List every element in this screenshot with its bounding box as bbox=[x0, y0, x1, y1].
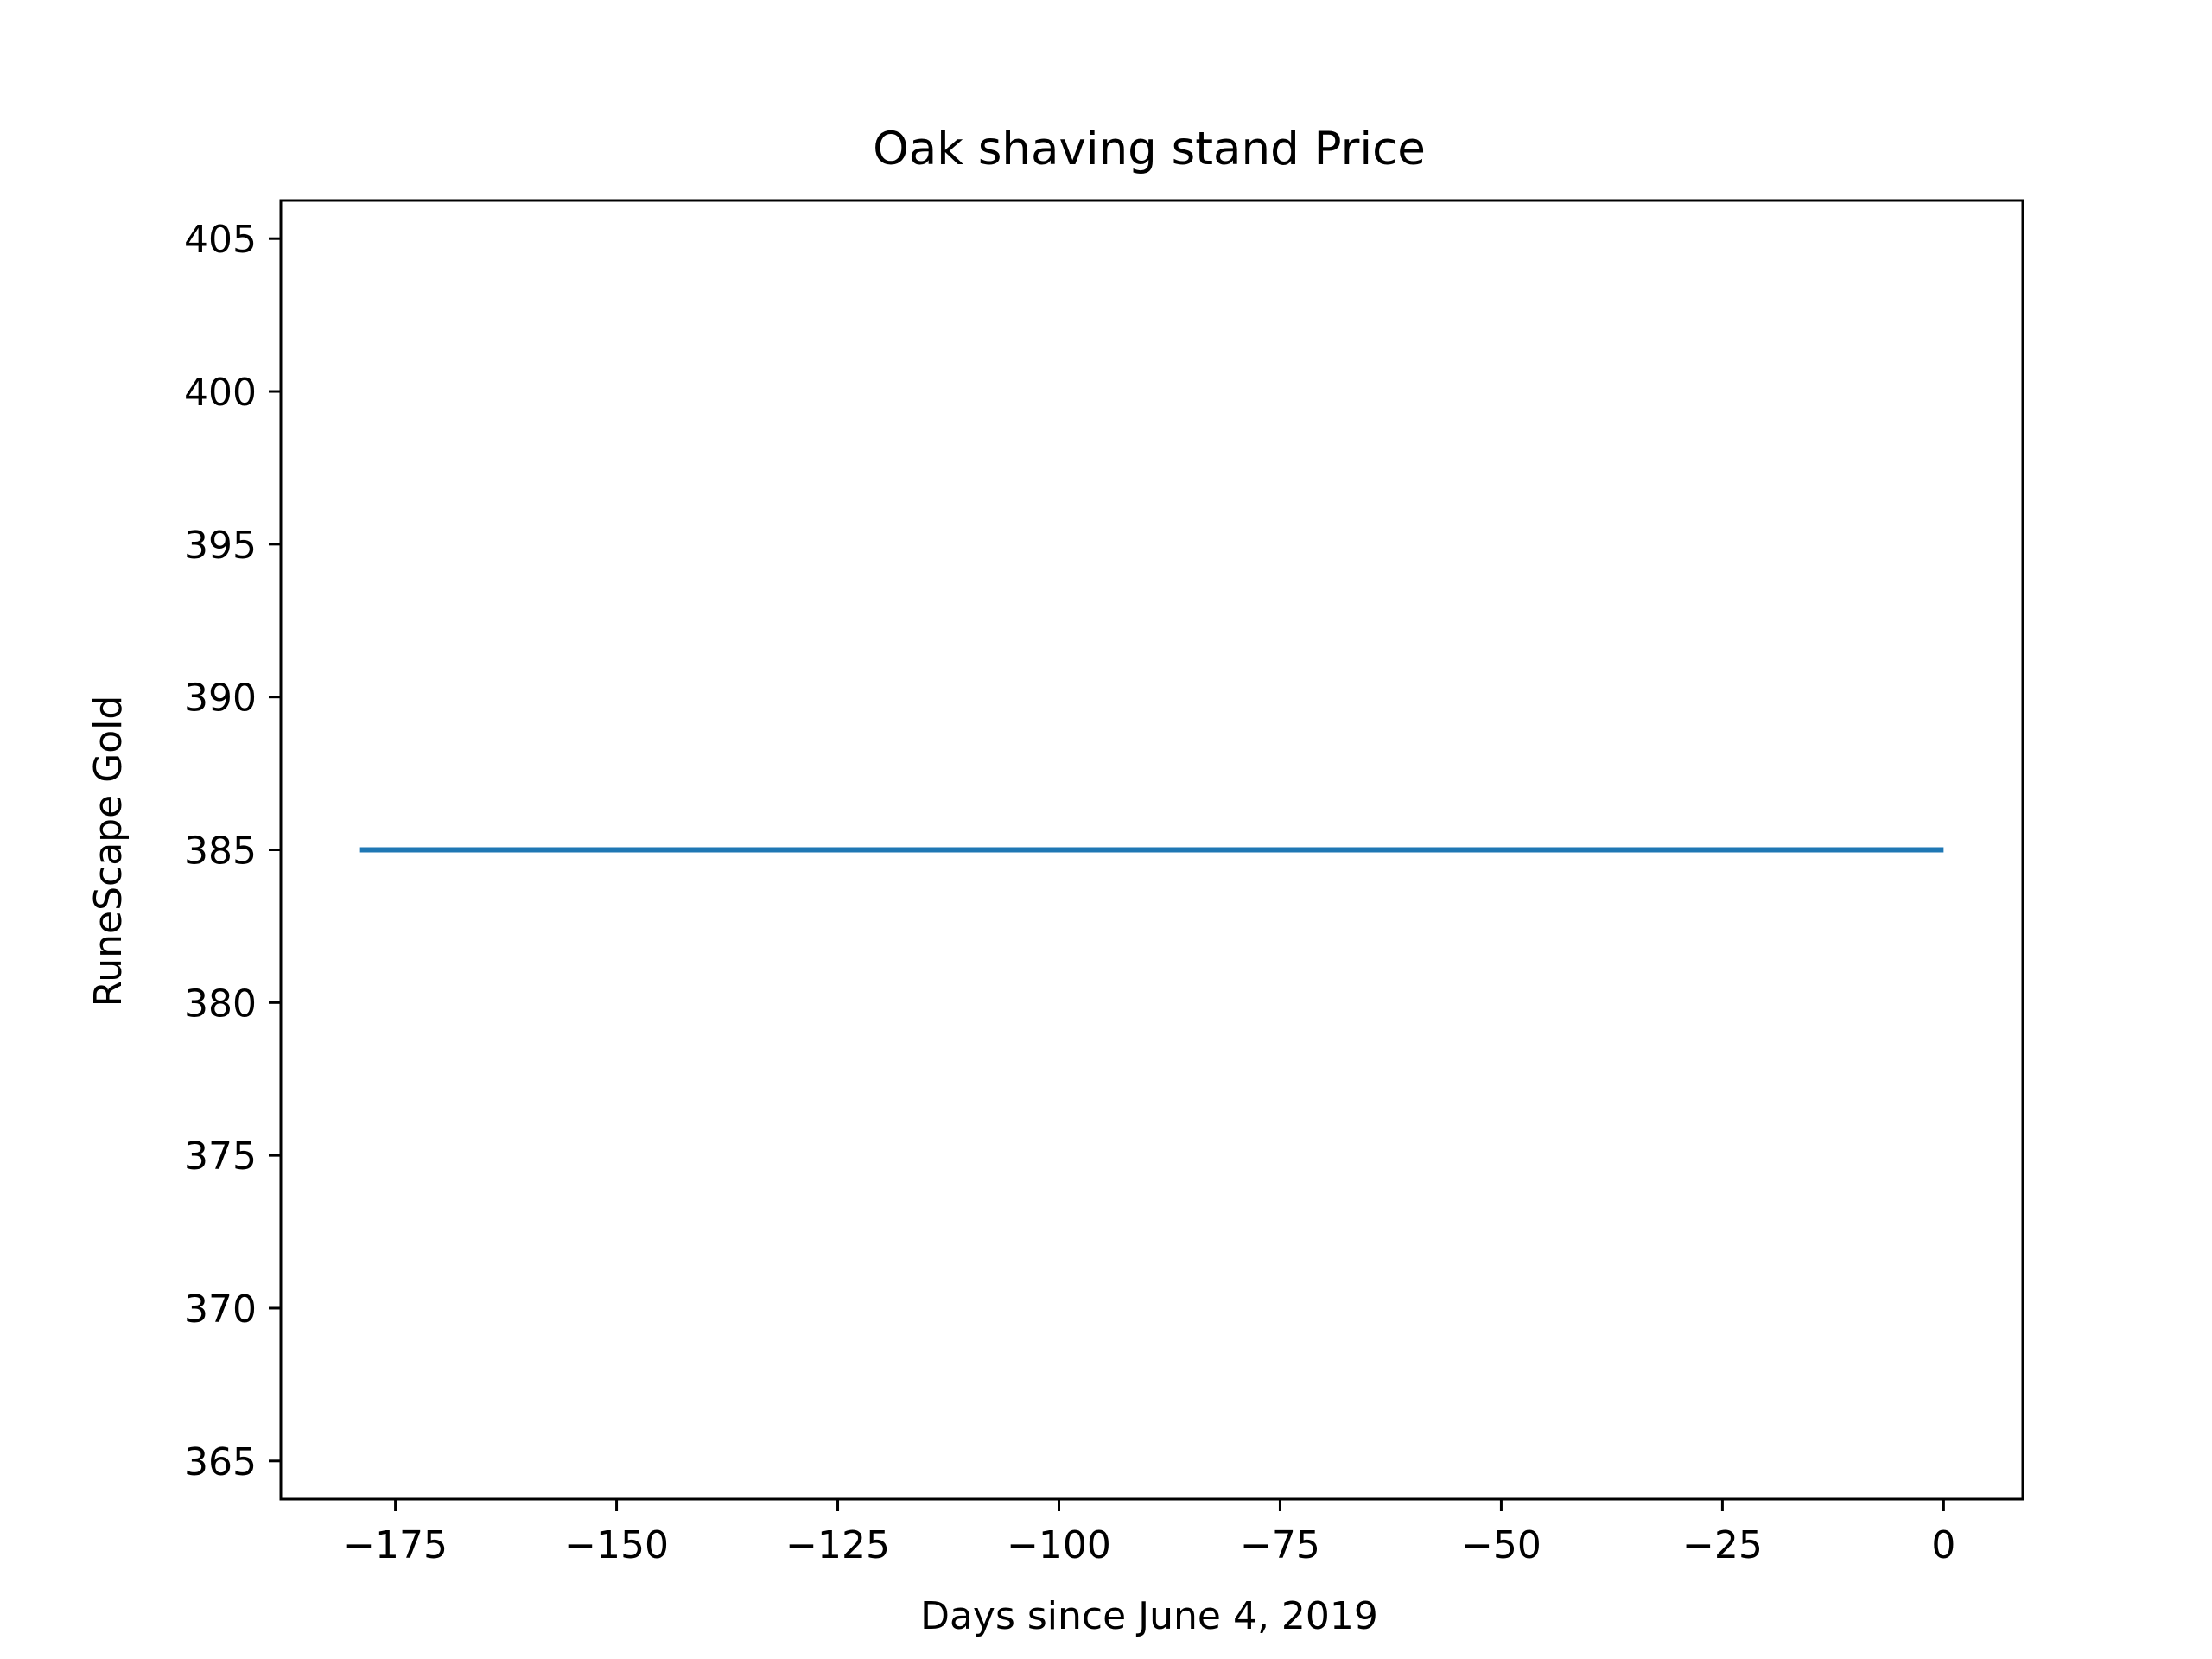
x-tick-label: −100 bbox=[1007, 1523, 1111, 1567]
y-tick-label: 380 bbox=[184, 982, 257, 1026]
y-tick-label: 405 bbox=[184, 218, 257, 262]
y-tick-label: 365 bbox=[184, 1440, 257, 1484]
chart-title: Oak shaving stand Price bbox=[873, 123, 1426, 175]
y-tick-label: 385 bbox=[184, 830, 257, 874]
y-tick-label: 400 bbox=[184, 371, 257, 415]
y-axis-label: RuneScape Gold bbox=[86, 696, 130, 1007]
x-axis-ticks: −175 −150 −125 −100 −75 −50 −25 0 bbox=[343, 1499, 1955, 1567]
x-tick-label: −75 bbox=[1240, 1523, 1320, 1567]
y-axis-ticks: 365 370 375 380 385 390 395 400 405 bbox=[184, 218, 281, 1484]
y-tick-label: 395 bbox=[184, 524, 257, 568]
x-tick-label: −175 bbox=[343, 1523, 448, 1567]
x-tick-label: −125 bbox=[785, 1523, 890, 1567]
y-tick-label: 390 bbox=[184, 677, 257, 721]
x-tick-label: 0 bbox=[1931, 1523, 1955, 1567]
x-tick-label: −50 bbox=[1461, 1523, 1541, 1567]
y-tick-label: 370 bbox=[184, 1287, 257, 1332]
x-tick-label: −25 bbox=[1682, 1523, 1763, 1567]
x-tick-label: −150 bbox=[564, 1523, 669, 1567]
x-axis-label: Days since June 4, 2019 bbox=[920, 1594, 1378, 1638]
y-tick-label: 375 bbox=[184, 1135, 257, 1179]
